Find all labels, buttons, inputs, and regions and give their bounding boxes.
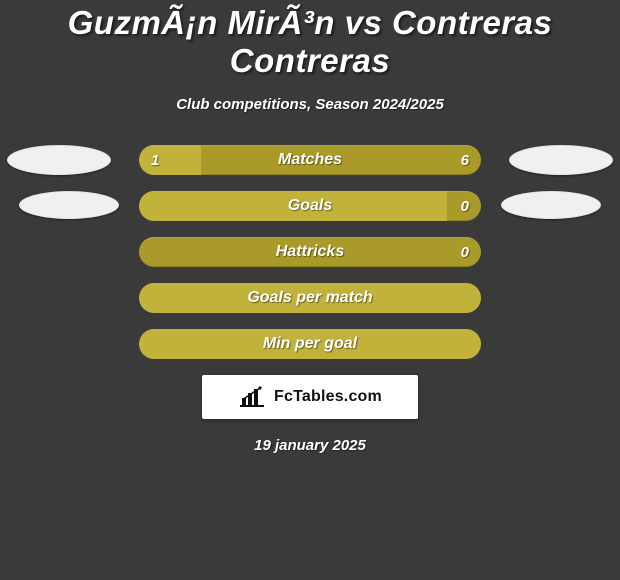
bar-hattricks-label: Hattricks xyxy=(139,237,481,267)
bar-chart-icon xyxy=(238,386,266,408)
bar-goals: Goals 0 xyxy=(139,191,481,221)
bar-goals-per-match: Goals per match xyxy=(139,283,481,313)
avatar-player-1-second xyxy=(19,191,119,219)
logo-box: FcTables.com xyxy=(202,375,418,419)
date: 19 january 2025 xyxy=(0,437,620,454)
bar-hattricks-right-value: 0 xyxy=(461,237,469,267)
subtitle: Club competitions, Season 2024/2025 xyxy=(0,96,620,113)
bar-mpg-left-fill xyxy=(139,329,481,359)
avatar-player-2-top xyxy=(509,145,613,175)
avatar-player-2-second xyxy=(501,191,601,219)
bar-gpm-left-fill xyxy=(139,283,481,313)
bar-matches-right-value: 6 xyxy=(461,145,469,175)
bar-goals-right-value: 0 xyxy=(461,191,469,221)
bar-matches: 1 Matches 6 xyxy=(139,145,481,175)
bar-matches-left-fill xyxy=(139,145,201,175)
chart: 1 Matches 6 Goals 0 Hattricks 0 Goals pe… xyxy=(0,145,620,359)
logo-text: FcTables.com xyxy=(274,388,382,406)
bar-goals-left-fill xyxy=(139,191,447,221)
bar-matches-left-value: 1 xyxy=(151,145,159,175)
comparison-card: GuzmÃ¡n MirÃ³n vs Contreras Contreras Cl… xyxy=(0,0,620,454)
page-title: GuzmÃ¡n MirÃ³n vs Contreras Contreras xyxy=(0,4,620,80)
bars: 1 Matches 6 Goals 0 Hattricks 0 Goals pe… xyxy=(139,145,481,359)
bar-hattricks: Hattricks 0 xyxy=(139,237,481,267)
bar-min-per-goal: Min per goal xyxy=(139,329,481,359)
avatar-player-1-top xyxy=(7,145,111,175)
